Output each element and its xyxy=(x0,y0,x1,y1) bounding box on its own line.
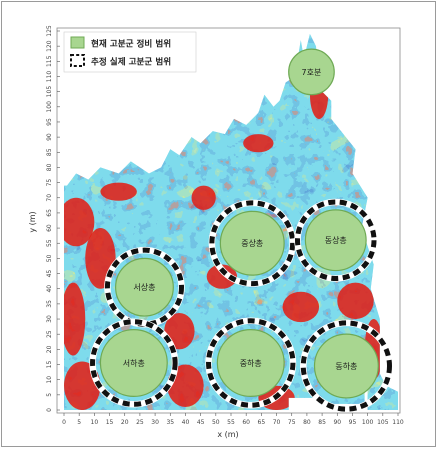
y-tick-label: 75 xyxy=(46,179,53,187)
y-tick-label: 80 xyxy=(46,163,53,171)
red-patch xyxy=(64,282,86,356)
y-tick-label: 25 xyxy=(46,330,53,338)
tomb-label: 중하총 xyxy=(240,358,262,368)
current-boundary xyxy=(99,329,168,398)
legend-estimated-label: 추정 실제 고분군 범위 xyxy=(91,56,171,68)
y-tick-label: 85 xyxy=(46,148,53,156)
y-tick-label: 110 xyxy=(46,71,53,83)
red-patch xyxy=(337,282,374,320)
tomb-jungsang: 중상총 xyxy=(208,199,296,287)
legend-current-swatch xyxy=(70,36,85,49)
tomb-chilho: 7호분 xyxy=(288,48,335,96)
current-boundary xyxy=(216,329,285,398)
legend-box xyxy=(63,31,197,73)
x-tick-label: 70 xyxy=(273,419,281,426)
estimated-boundary xyxy=(206,318,296,408)
y-tick-label: 30 xyxy=(46,315,53,323)
legend-estimated-swatch xyxy=(70,54,85,67)
y-tick-label: 15 xyxy=(46,361,53,369)
tomb-label: 중상총 xyxy=(241,238,263,248)
x-tick-label: 60 xyxy=(242,419,250,426)
x-tick-label: 75 xyxy=(288,419,296,426)
y-tick-label: 5 xyxy=(46,393,53,397)
estimated-boundary xyxy=(294,199,377,281)
x-tick-label: 15 xyxy=(106,419,114,426)
x-tick-label: 20 xyxy=(121,419,129,426)
y-tick-label: 35 xyxy=(46,300,53,308)
x-tick-label: 50 xyxy=(212,419,220,426)
y-tick-label: 125 xyxy=(46,25,53,37)
x-tick-label: 90 xyxy=(333,419,341,426)
estimated-boundary xyxy=(209,200,296,287)
red-patch xyxy=(100,182,137,201)
y-tick-label: 40 xyxy=(46,285,53,293)
y-tick-label: 45 xyxy=(46,270,53,278)
red-patch xyxy=(282,291,320,323)
x-tick-label: 0 xyxy=(62,419,66,426)
red-patch xyxy=(206,264,238,289)
x-tick-label: 80 xyxy=(303,419,311,426)
tomb-dongha: 동하총 xyxy=(300,319,393,413)
y-tick-label: 55 xyxy=(46,239,53,247)
y-axis-label: y (m) xyxy=(28,211,37,232)
x-tick-label: 35 xyxy=(166,419,174,426)
y-tick-label: 0 xyxy=(46,408,53,412)
current-boundary xyxy=(304,209,367,272)
tomb-jungha: 중하총 xyxy=(205,317,297,409)
y-tick-label: 50 xyxy=(46,254,53,262)
x-tick-label: 25 xyxy=(136,419,144,426)
current-boundary xyxy=(288,48,335,96)
x-tick-label: 40 xyxy=(182,419,190,426)
tomb-label: 서상총 xyxy=(133,282,155,292)
current-boundary xyxy=(115,257,174,317)
tomb-dongsang: 동상총 xyxy=(294,198,378,282)
x-tick-label: 10 xyxy=(91,419,99,426)
red-patch xyxy=(191,185,216,210)
x-tick-label: 110 xyxy=(392,419,404,426)
legend-current-label: 현재 고분군 정비 범위 xyxy=(91,38,171,50)
x-tick-label: 95 xyxy=(349,419,357,426)
y-tick-label: 10 xyxy=(46,376,53,384)
y-tick-label: 20 xyxy=(46,345,53,353)
y-tick-label: 105 xyxy=(46,86,53,98)
x-tick-label: 30 xyxy=(151,419,159,426)
x-tick-label: 5 xyxy=(77,419,81,426)
x-tick-label: 65 xyxy=(258,419,266,426)
figure-border xyxy=(1,1,436,447)
legend: 현재 고분군 정비 범위 추정 실제 고분군 범위 xyxy=(63,31,197,73)
current-boundary xyxy=(219,210,285,276)
tomb-label: 7호분 xyxy=(302,68,322,77)
y-tick-label: 100 xyxy=(46,101,53,113)
red-patch xyxy=(64,197,95,247)
x-axis-label: x (m) xyxy=(217,430,238,439)
x-axis-ticks: 0 5 10 15 20 25 30 35 40 45 50 55 60 65 70 75 80 85 90 95 10… xyxy=(62,413,404,426)
y-axis-ticks: 0 5 10 15 20 25 30 35 40 45 50 55 60 65 70 75 80 85 90 95 10… xyxy=(46,25,60,412)
x-tick-label: 100 xyxy=(362,419,374,426)
tomb-label: 동하총 xyxy=(335,361,357,371)
tomb-seoha: 서하총 xyxy=(89,318,179,408)
x-tick-label: 85 xyxy=(318,419,326,426)
y-tick-label: 65 xyxy=(46,209,53,217)
current-boundary xyxy=(313,333,379,399)
tomb-label: 서하총 xyxy=(123,358,145,368)
y-tick-label: 115 xyxy=(46,55,53,67)
x-tick-label: 105 xyxy=(377,419,389,426)
y-tick-label: 90 xyxy=(46,133,53,141)
tomb-label: 동상총 xyxy=(325,235,347,245)
red-patch xyxy=(243,134,274,153)
estimated-boundary xyxy=(90,319,178,407)
y-tick-label: 70 xyxy=(46,194,53,202)
y-tick-label: 60 xyxy=(46,224,53,232)
x-tick-label: 45 xyxy=(197,419,205,426)
x-tick-label: 55 xyxy=(227,419,235,426)
estimated-boundary xyxy=(300,320,392,412)
y-tick-label: 95 xyxy=(46,118,53,126)
y-tick-label: 120 xyxy=(46,40,53,52)
